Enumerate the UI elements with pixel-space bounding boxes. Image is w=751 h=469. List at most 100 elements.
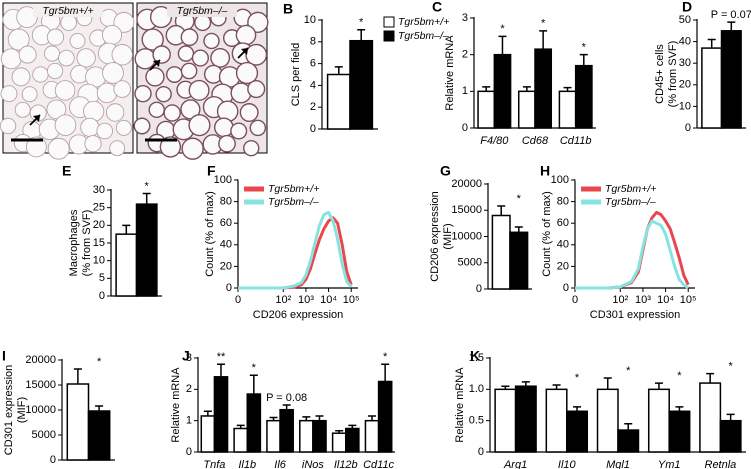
annotation: * xyxy=(359,17,364,29)
x-tick-label: Retnla xyxy=(705,459,737,469)
adipocyte xyxy=(210,47,231,68)
bar xyxy=(534,48,553,129)
error-bar xyxy=(95,405,104,411)
bar xyxy=(517,90,536,129)
adipocyte xyxy=(101,24,123,46)
arrow-head xyxy=(153,60,160,67)
x-tick-label: 10⁴ xyxy=(320,294,337,306)
legend-label: Tgr5bm+/+ xyxy=(398,16,449,28)
annotation: * xyxy=(145,180,150,192)
adipocyte xyxy=(32,66,49,83)
bar xyxy=(266,419,281,453)
adipocyte xyxy=(148,101,165,119)
error-bar xyxy=(706,372,715,384)
error-bar xyxy=(552,384,561,390)
bar xyxy=(509,231,529,290)
adipocyte xyxy=(96,82,118,104)
error-bar xyxy=(498,35,507,55)
adipocyte xyxy=(203,32,220,50)
y-tick-label: 0 xyxy=(685,122,691,134)
adipocyte xyxy=(149,6,173,29)
y-tick-label: 0 xyxy=(226,282,232,294)
bar xyxy=(493,53,512,129)
x-tick-label: F4/80 xyxy=(480,135,509,147)
x-tick-label: 10³ xyxy=(635,294,651,306)
adipocyte xyxy=(163,104,181,122)
bar xyxy=(701,47,723,129)
y-tick-label: 100 xyxy=(551,174,569,186)
error-bar xyxy=(302,416,311,421)
bar xyxy=(331,432,347,453)
bar xyxy=(699,382,722,453)
error-bar xyxy=(122,224,131,235)
bar xyxy=(647,388,670,453)
annotation: ** xyxy=(217,351,226,363)
y-tick-label: 25 xyxy=(93,202,105,214)
annotation: * xyxy=(97,356,102,368)
annotation: P = 0.08 xyxy=(266,392,307,404)
error-bar xyxy=(707,38,716,49)
x-tick-label: Mgl1 xyxy=(606,459,630,469)
y-tick-label: 60 xyxy=(557,217,569,229)
adipocyte xyxy=(43,45,60,62)
adipocyte xyxy=(141,28,164,51)
histogram-line xyxy=(238,210,353,290)
y-axis-label: Relative mRNA xyxy=(454,367,466,443)
bar xyxy=(668,410,691,453)
y-tick-label: 5000 xyxy=(458,257,482,269)
bar xyxy=(574,64,593,129)
adipocyte xyxy=(180,28,199,47)
bar xyxy=(66,383,90,461)
y-tick-label: 20 xyxy=(679,79,691,91)
adipocyte xyxy=(245,43,268,66)
title-bg xyxy=(167,4,237,17)
y-tick-label: 1 xyxy=(462,85,468,97)
adipocyte xyxy=(109,140,126,157)
adipocyte xyxy=(46,28,65,46)
error-bar xyxy=(573,406,582,412)
y-tick-label: 10 xyxy=(93,255,105,267)
annotation: * xyxy=(575,372,580,384)
y-tick-label: 20000 xyxy=(25,354,56,366)
adipocyte xyxy=(188,79,210,101)
error-bar xyxy=(335,429,344,434)
annotation: * xyxy=(626,365,631,377)
x-tick-label: Il12b xyxy=(334,459,358,469)
bar xyxy=(87,410,111,461)
y-tick-label: 10000 xyxy=(25,404,56,416)
x-tick-label: 10³ xyxy=(298,294,314,306)
y-axis-label: Relative mRNA xyxy=(170,367,182,443)
x-tick-label: Tnfa xyxy=(203,459,225,469)
x-axis-label: CD206 expression xyxy=(253,309,344,321)
error-bar xyxy=(579,53,588,66)
y-tick-label: 50 xyxy=(679,14,691,26)
adipocyte xyxy=(0,117,17,135)
adipocyte xyxy=(180,62,198,80)
bar xyxy=(135,203,158,297)
y-tick-label: 10 xyxy=(679,100,691,112)
adipocyte xyxy=(239,103,259,122)
bar xyxy=(213,376,229,453)
annotation: P = 0.07 xyxy=(711,9,751,21)
y-tick-label: 15000 xyxy=(451,204,482,216)
bar xyxy=(312,419,327,453)
y-axis-label: CD206 expression xyxy=(429,191,441,282)
y-tick-label: 4 xyxy=(310,79,316,91)
bar xyxy=(558,90,577,129)
bar xyxy=(299,419,314,453)
bar xyxy=(326,73,351,130)
error-bar xyxy=(348,424,357,429)
annotation: * xyxy=(541,18,546,30)
error-bar xyxy=(603,377,612,390)
error-bar xyxy=(521,381,530,387)
annotation: * xyxy=(383,351,388,363)
y-tick-label: 20 xyxy=(557,260,569,272)
adipocyte xyxy=(84,135,102,153)
error-bar xyxy=(522,86,531,92)
annotation: * xyxy=(252,362,257,374)
error-bar xyxy=(726,413,735,421)
error-bar xyxy=(497,205,506,216)
x-tick-label: Il1b xyxy=(238,459,256,469)
adipocyte xyxy=(69,33,86,49)
adipocyte xyxy=(155,86,172,103)
